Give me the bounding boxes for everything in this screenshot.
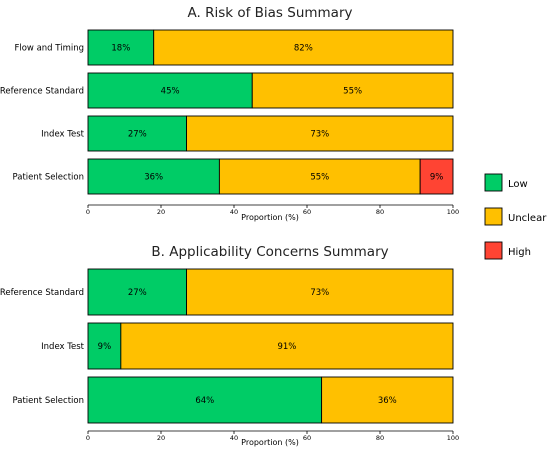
panel-a-category-label: Patient Selection — [13, 173, 84, 183]
panel-a-category-labels: Flow and Timing Reference Standard Index T… — [0, 44, 85, 183]
panel-a-x-axis-label: Proportion (%) — [241, 213, 299, 222]
panel-b-tick-label: 80 — [376, 434, 384, 442]
panel-b-bar-unclear — [120, 322, 454, 370]
panel-a-tick-label: 40 — [230, 208, 238, 216]
panel-b-x-ticks: 0 20 40 60 80 100 — [86, 431, 459, 442]
panel-b-category-label: Reference Standard — [0, 288, 84, 298]
panel-b-category-label: Index Test — [41, 342, 85, 352]
panel-a-bar-unclear — [153, 29, 454, 66]
panel-b-bars: 27% 73% 9% 91% 64% 36% — [87, 268, 454, 424]
legend: Low Unclear High — [484, 173, 547, 260]
panel-b-tick-label: 20 — [157, 434, 165, 442]
panel-b-tick-label: 40 — [230, 434, 238, 442]
panel-b-category-labels: Reference Standard Index Test Patient Sele… — [0, 288, 85, 406]
legend-swatch-unclear — [484, 207, 503, 226]
panel-a-bar-unclear — [218, 158, 421, 195]
panel-b-tick-label: 60 — [303, 434, 311, 442]
panel-b-bar-low — [87, 268, 188, 316]
panel-a-data-label: 55% — [310, 173, 329, 183]
panel-a-title: A. Risk of Bias Summary — [187, 5, 352, 21]
panel-a-data-label: 45% — [161, 87, 180, 97]
panel-b-title: B. Applicability Concerns Summary — [151, 244, 388, 260]
panel-a-bar-unclear — [186, 115, 454, 152]
panel-a-data-label: 9% — [430, 173, 444, 183]
panel-a-x-ticks: 0 20 40 60 80 100 — [86, 205, 459, 216]
panel-b-tick-label: 0 — [86, 434, 90, 442]
panel-a-data-label: 36% — [144, 173, 163, 183]
panel-a-tick-label: 80 — [376, 208, 384, 216]
panel-b-bar-unclear — [186, 268, 454, 316]
legend-label-low: Low — [508, 179, 528, 190]
panel-risk-of-bias: A. Risk of Bias Summary 18% 82% 45% 55% 27% 7… — [0, 5, 459, 222]
panel-a-tick-label: 60 — [303, 208, 311, 216]
panel-b-data-label: 73% — [310, 288, 329, 298]
panel-a-bar-low — [87, 72, 253, 109]
legend-swatch-high — [484, 241, 503, 260]
panel-b-data-label: 27% — [128, 288, 147, 298]
panel-a-data-label: 55% — [343, 87, 362, 97]
panel-a-data-label: 82% — [294, 44, 313, 54]
panel-b-tick-label: 100 — [447, 434, 459, 442]
panel-a-bar-high — [419, 158, 454, 195]
panel-b-bar-low — [87, 376, 323, 424]
panel-b-data-label: 9% — [98, 342, 112, 352]
panel-a-category-label: Index Test — [41, 130, 85, 140]
panel-a-data-label: 18% — [111, 44, 130, 54]
legend-label-unclear: Unclear — [508, 213, 547, 224]
panel-a-data-label: 73% — [310, 130, 329, 140]
panel-b-data-label: 91% — [277, 342, 296, 352]
panel-a-category-label: Reference Standard — [0, 87, 84, 97]
panel-a-category-label: Flow and Timing — [14, 44, 84, 54]
panel-a-tick-label: 100 — [447, 208, 459, 216]
panel-a-bar-low — [87, 29, 155, 66]
panel-a-tick-label: 0 — [86, 208, 90, 216]
panel-a-bar-unclear — [251, 72, 454, 109]
panel-b-category-label: Patient Selection — [13, 396, 84, 406]
panel-b-x-axis-label: Proportion (%) — [241, 438, 299, 447]
panel-a-bar-low — [87, 158, 220, 195]
legend-swatch-low — [484, 173, 503, 192]
panel-a-data-label: 27% — [128, 130, 147, 140]
panel-applicability: B. Applicability Concerns Summary 27% 73%… — [0, 244, 459, 447]
panel-a-bars: 18% 82% 45% 55% 27% 73% 36% 55% 9% — [87, 29, 454, 195]
panel-b-data-label: 36% — [378, 396, 397, 406]
panel-b-bar-unclear — [321, 376, 454, 424]
panel-b-data-label: 64% — [195, 396, 214, 406]
panel-a-bar-low — [87, 115, 188, 152]
panel-a-tick-label: 20 — [157, 208, 165, 216]
legend-label-high: High — [508, 247, 531, 258]
